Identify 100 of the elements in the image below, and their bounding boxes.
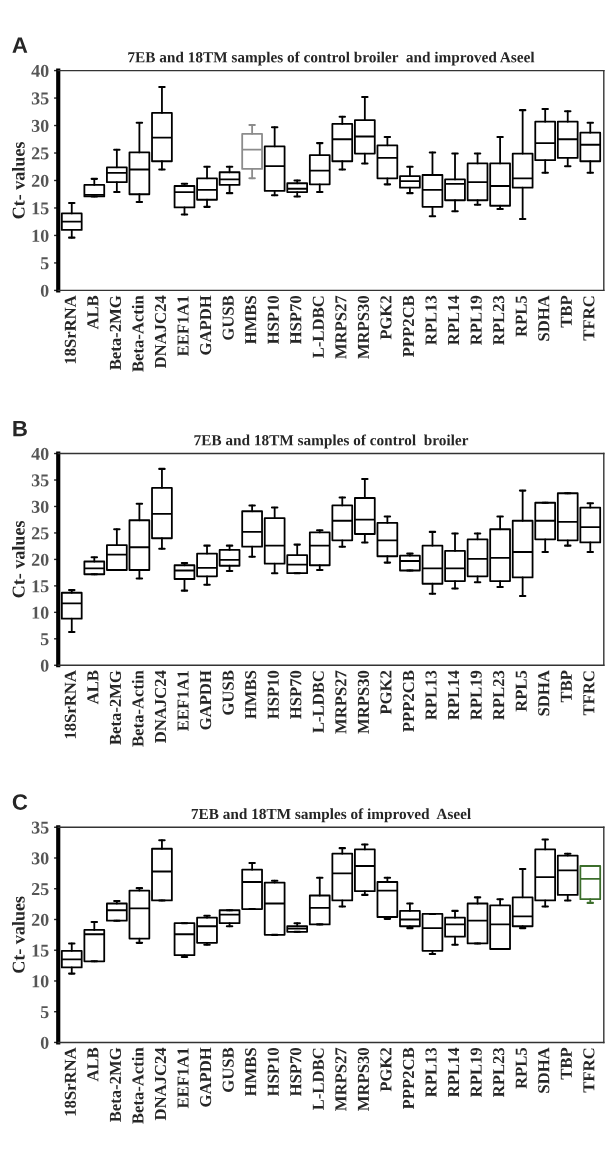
y-tick-label: 10 [32, 606, 49, 619]
text: B [13, 420, 27, 437]
x-tick-label: Beta-Actin [131, 295, 144, 372]
y-tick-label: 35 [31, 821, 49, 834]
y-tick-label: 5 [40, 1006, 49, 1019]
y-tick-label: 30 [31, 852, 49, 865]
y-tick-label: 40 [31, 447, 49, 460]
x-tick-label: SDHA [538, 670, 550, 716]
x-tick-label: RPL5 [515, 670, 527, 712]
x-tick-label: GAPDH [200, 1047, 212, 1107]
y-tick-label: 25 [31, 147, 49, 160]
x-tick-label: RPL19 [470, 295, 482, 345]
x-tick-label: L-LDBC [312, 671, 324, 733]
x-tick-label: RPL5 [515, 1047, 527, 1089]
x-tick-label: RPL13 [425, 670, 437, 720]
x-tick-label: HMBS [245, 670, 257, 719]
chart-title: 7EB and 18TM samples of control broiler and improved Aseel [128, 51, 535, 66]
x-tick-label: MRPS30 [357, 1047, 370, 1111]
x-tick-label: RPL23 [493, 670, 505, 720]
x-tick-label: MRPS27 [335, 1047, 347, 1111]
x-tick-label: GAPDH [200, 670, 212, 730]
x-tick-label: RPL14 [448, 1047, 460, 1098]
x-tick-label: TBP [560, 1047, 572, 1080]
x-tick-label: MRPS27 [335, 295, 347, 359]
y-tick-label: 15 [32, 580, 49, 593]
x-tick-label: RPL19 [470, 670, 482, 720]
x-tick-label: PGK2 [380, 1048, 392, 1092]
x-tick-label: PPP2CB [402, 670, 415, 732]
x-tick-label: 18SrRNA [64, 295, 76, 364]
y-tick-label: 25 [31, 527, 49, 540]
x-tick-label: RPL14 [448, 670, 460, 720]
x-tick-label: PPP2CB [402, 1047, 415, 1110]
x-tick-label: HSP70 [290, 295, 302, 345]
y-tick-label: 0 [40, 659, 49, 672]
x-tick-label: MRPS30 [357, 670, 370, 734]
x-tick-label: RPL5 [515, 295, 527, 337]
x-tick-label: HSP70 [290, 1047, 302, 1097]
x-tick-label: RPL14 [448, 295, 460, 345]
x-tick-label: ALB [87, 1047, 99, 1082]
x-tick-label: EEF1A1 [177, 1048, 189, 1109]
x-tick-label: Beta-2MG [109, 1047, 122, 1123]
x-tick-label: GUSB [222, 1047, 234, 1092]
x-tick-label: RPL23 [493, 295, 505, 345]
y-tick-label: 30 [31, 500, 49, 513]
x-tick-label: RPL13 [425, 295, 437, 345]
y-tick-label: 25 [31, 883, 49, 896]
x-tick-label: SDHA [538, 1047, 550, 1093]
y-tick-label: 15 [32, 944, 49, 957]
y-tick-label: 10 [32, 975, 49, 988]
y-tick-label: 40 [31, 64, 49, 78]
y-axis-title: Ct- values [12, 896, 25, 973]
x-tick-label: ALB [87, 295, 99, 330]
y-tick-label: 30 [31, 119, 49, 132]
y-tick-label: 20 [31, 174, 49, 187]
x-tick-label: PGK2 [380, 295, 392, 340]
y-tick-label: 0 [40, 284, 49, 297]
x-tick-label: HSP70 [290, 670, 302, 719]
y-axis-title: Ct- values [12, 142, 25, 219]
x-tick-label: GAPDH [200, 295, 212, 355]
x-tick-label: RPL13 [425, 1047, 437, 1098]
y-tick-label: 10 [32, 229, 49, 242]
x-tick-label: TBP [560, 295, 572, 328]
x-tick-label: TFRC [583, 1048, 595, 1093]
x-tick-label: RPL23 [493, 1047, 505, 1098]
x-tick-label: MRPS30 [357, 295, 370, 359]
x-tick-label: EEF1A1 [177, 671, 189, 731]
x-tick-label: SDHA [538, 295, 550, 341]
x-tick-label: 18SrRNA [64, 1047, 76, 1116]
y-tick-label: 5 [40, 633, 49, 646]
text: A [12, 37, 28, 53]
x-tick-label: HSP10 [267, 295, 279, 345]
text: C [12, 794, 28, 810]
y-tick-label: 15 [32, 202, 49, 215]
x-tick-label: Beta-Actin [131, 670, 144, 747]
x-tick-label: Beta-2MG [109, 295, 122, 370]
x-tick-label: DNAJC24 [154, 670, 167, 743]
x-tick-label: DNAJC24 [154, 295, 167, 369]
chart-title: 7EB and 18TM samples of control broiler [194, 434, 469, 449]
x-tick-label: L-LDBC [312, 296, 324, 358]
x-tick-label: PGK2 [380, 670, 392, 715]
x-tick-label: HSP10 [267, 1047, 279, 1097]
x-tick-label: Beta-Actin [131, 1047, 144, 1124]
x-tick-label: Beta-2MG [109, 670, 122, 745]
y-tick-label: 20 [31, 553, 49, 566]
x-tick-label: TFRC [583, 671, 595, 716]
x-tick-label: ALB [87, 670, 99, 705]
x-tick-label: EEF1A1 [177, 296, 189, 357]
x-tick-label: MRPS27 [335, 670, 347, 734]
x-tick-label: HMBS [245, 295, 257, 345]
x-tick-label: RPL19 [470, 1047, 482, 1098]
x-tick-label: HSP10 [267, 670, 279, 719]
y-tick-label: 0 [40, 1036, 49, 1049]
x-tick-label: L-LDBC [312, 1048, 324, 1111]
x-tick-label: TFRC [583, 296, 595, 341]
x-tick-label: HMBS [245, 1048, 257, 1097]
x-tick-label: GUSB [222, 670, 234, 715]
y-tick-label: 35 [31, 92, 49, 105]
x-tick-label: PPP2CB [402, 295, 415, 358]
chart-title: 7EB and 18TM samples of improved Aseel [191, 808, 471, 823]
x-tick-label: GUSB [222, 295, 234, 340]
